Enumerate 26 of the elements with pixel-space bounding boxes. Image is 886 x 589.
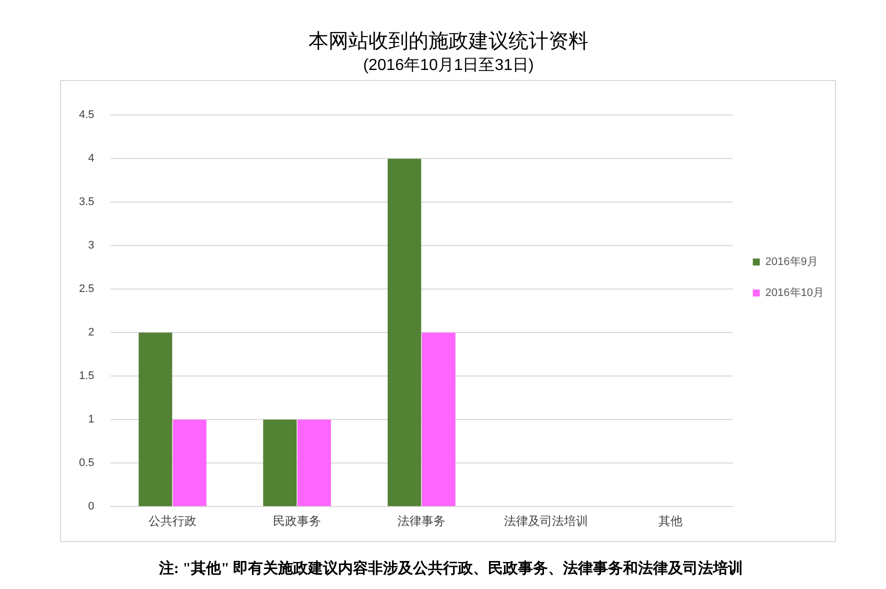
y-tick-label: 2 [88,326,94,339]
legend-label: 2016年9月 [765,256,818,268]
bar [172,420,206,506]
legend-label: 2016年10月 [765,287,824,300]
x-tick-label: 其他 [658,514,683,528]
bar [297,420,331,506]
y-tick-label: 0.5 [78,457,94,470]
bar [388,158,422,506]
chart-title: 本网站收到的施政建议统计资料 [308,30,588,53]
bar [422,332,456,506]
y-tick-label: 2.5 [78,283,94,296]
x-tick-label: 民政事务 [273,514,322,528]
x-tick-label: 公共行政 [148,514,197,528]
text: 注: "其他" 即有关施政建议内容非涉及公共行政、民政事务、法律事务和法律及司法培训 [158,559,744,577]
y-tick-label: 1 [88,414,94,426]
x-tick-label: 法律及司法培训 [504,514,588,528]
x-tick-label: 法律事务 [398,514,446,528]
chart-subtitle: (2016年10月1日至31日) [363,57,534,74]
y-tick-label: 1.5 [78,370,94,382]
y-tick-label: 0 [88,500,94,513]
bar [138,332,172,506]
y-tick-label: 4 [88,152,94,165]
bar [263,420,297,506]
y-tick-label: 3 [88,240,94,252]
y-tick-label: 4.5 [78,109,94,122]
y-tick-label: 3.5 [78,196,94,208]
